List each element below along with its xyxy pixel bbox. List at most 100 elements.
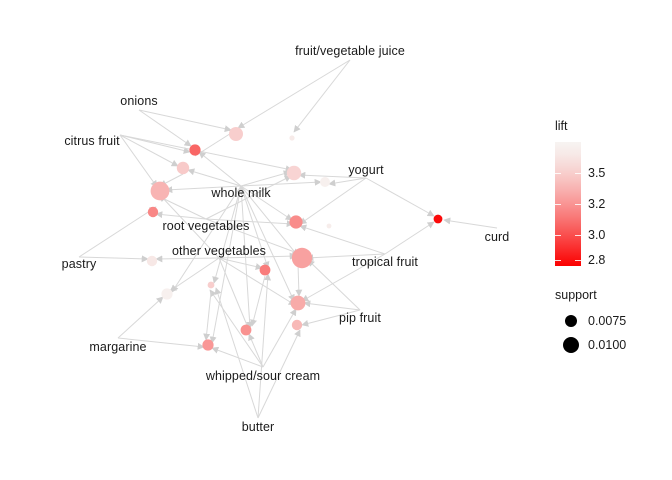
item-label[interactable]: other vegetables bbox=[171, 243, 267, 258]
graph-edge bbox=[306, 253, 386, 262]
graph-edge bbox=[198, 151, 242, 187]
item-label[interactable]: citrus fruit bbox=[64, 133, 120, 148]
lift-tick-label-1: 3.2 bbox=[588, 196, 606, 211]
item-label[interactable]: pip fruit bbox=[339, 310, 381, 325]
rule-node[interactable] bbox=[320, 177, 330, 187]
graph-edge bbox=[205, 218, 301, 256]
graph-edge bbox=[240, 170, 291, 187]
lift-colorbar bbox=[555, 142, 581, 266]
rule-node[interactable] bbox=[286, 165, 302, 181]
graph-edge bbox=[171, 185, 242, 293]
rule-node[interactable] bbox=[259, 264, 271, 276]
graph-edge bbox=[240, 185, 299, 257]
rule-node[interactable] bbox=[290, 295, 306, 311]
item-label[interactable]: margarine bbox=[89, 339, 147, 354]
item-label[interactable]: curd bbox=[484, 229, 510, 244]
graph-edge bbox=[211, 346, 264, 368]
colorbar-tick-3-2-left bbox=[555, 204, 561, 205]
graph-edge bbox=[187, 168, 242, 187]
rule-node[interactable] bbox=[207, 281, 215, 289]
graph-edge bbox=[257, 273, 272, 419]
graph-edge bbox=[159, 194, 220, 259]
rule-node[interactable] bbox=[146, 255, 158, 267]
legend-panel: lift 3.5 3.2 3.0 2.8 support 0.0075 0.01… bbox=[540, 0, 672, 480]
graph-edge bbox=[155, 211, 207, 220]
support-legend-label-0: 0.0075 bbox=[588, 313, 627, 328]
colorbar-tick-3-5-left bbox=[555, 173, 561, 174]
item-label[interactable]: yogurt bbox=[348, 162, 384, 177]
graph-edge bbox=[250, 275, 266, 327]
item-label[interactable]: tropical fruit bbox=[351, 254, 419, 269]
rule-node[interactable] bbox=[229, 127, 243, 141]
rule-node[interactable] bbox=[176, 161, 190, 175]
graph-edge bbox=[443, 217, 498, 229]
rule-node[interactable] bbox=[291, 247, 313, 269]
legend-title-support: support bbox=[555, 288, 597, 302]
graph-edges bbox=[78, 59, 498, 419]
item-label[interactable]: pastry bbox=[61, 256, 97, 271]
item-label[interactable]: butter bbox=[241, 419, 275, 434]
graph-edge bbox=[218, 257, 250, 331]
rule-node[interactable] bbox=[202, 339, 214, 351]
colorbar-tick-3-5-right bbox=[575, 173, 581, 174]
item-label[interactable]: whole milk bbox=[211, 185, 271, 200]
lift-tick-label-3: 2.8 bbox=[588, 252, 606, 267]
graph-edge bbox=[307, 259, 361, 311]
rule-node[interactable] bbox=[326, 223, 332, 229]
rule-node[interactable] bbox=[147, 206, 159, 218]
graph-edge bbox=[262, 308, 297, 368]
rule-node[interactable] bbox=[240, 324, 252, 336]
graph-edge bbox=[218, 252, 297, 260]
graph-edge bbox=[301, 253, 386, 302]
graph-edge bbox=[218, 257, 296, 306]
rule-node[interactable] bbox=[289, 215, 303, 229]
graph-edge bbox=[299, 177, 367, 225]
graph-edge bbox=[165, 185, 242, 194]
graph-edge bbox=[240, 178, 322, 187]
item-label[interactable]: fruit/vegetable juice bbox=[295, 43, 405, 58]
graph-edge bbox=[365, 177, 435, 217]
rule-node[interactable] bbox=[189, 144, 201, 156]
colorbar-tick-2-8-right bbox=[575, 260, 581, 261]
graph-edge bbox=[117, 296, 164, 339]
graph-edge bbox=[303, 300, 361, 311]
rule-node[interactable] bbox=[291, 319, 303, 331]
lift-tick-label-0: 3.5 bbox=[588, 165, 606, 180]
graph-edge bbox=[240, 185, 293, 221]
graph-edge bbox=[299, 224, 386, 255]
item-label[interactable]: whipped/sour cream bbox=[205, 368, 321, 383]
support-legend-dot-0 bbox=[565, 315, 577, 327]
colorbar-tick-2-8-left bbox=[555, 260, 561, 261]
graph-edge bbox=[218, 257, 263, 270]
graph-edge bbox=[384, 221, 435, 255]
graph-plot-area: fruit/vegetable juice onions citrus fruit y… bbox=[61, 43, 510, 434]
graph-edge bbox=[209, 289, 264, 368]
lift-tick-label-2: 3.0 bbox=[588, 227, 606, 242]
graph-edge bbox=[155, 255, 220, 263]
graph-edge bbox=[212, 185, 242, 284]
graph-edge bbox=[78, 206, 157, 258]
support-legend-dot-1 bbox=[563, 337, 579, 353]
rule-node[interactable] bbox=[433, 214, 443, 224]
rule-node[interactable] bbox=[161, 288, 173, 300]
graph-edge bbox=[117, 337, 205, 350]
colorbar-tick-3-2-right bbox=[575, 204, 581, 205]
rule-node[interactable] bbox=[289, 135, 295, 141]
item-label[interactable]: onions bbox=[120, 93, 158, 108]
graph-edge bbox=[119, 134, 158, 188]
graph-edge bbox=[293, 59, 351, 133]
graph-edge bbox=[298, 171, 367, 179]
graph-edge bbox=[237, 59, 351, 129]
graph-edge bbox=[240, 185, 295, 302]
colorbar-tick-3-0-right bbox=[575, 235, 581, 236]
item-label[interactable]: root vegetables bbox=[162, 218, 250, 233]
rule-node[interactable] bbox=[150, 181, 170, 201]
colorbar-tick-3-0-left bbox=[555, 235, 561, 236]
graph-edge bbox=[248, 333, 264, 368]
graph-edge bbox=[214, 287, 259, 419]
graph-edge bbox=[138, 109, 192, 147]
graph-edge bbox=[157, 195, 207, 220]
graph-edge bbox=[240, 185, 270, 269]
graph-canvas bbox=[78, 59, 498, 419]
graph-edge bbox=[209, 185, 242, 344]
